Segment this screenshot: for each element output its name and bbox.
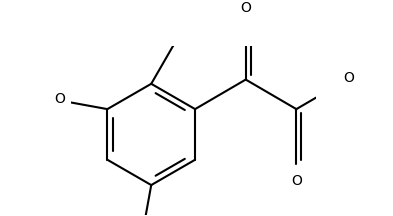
Text: O: O [291,174,302,188]
Text: O: O [240,1,251,15]
Text: O: O [343,71,354,85]
Text: O: O [54,92,65,106]
